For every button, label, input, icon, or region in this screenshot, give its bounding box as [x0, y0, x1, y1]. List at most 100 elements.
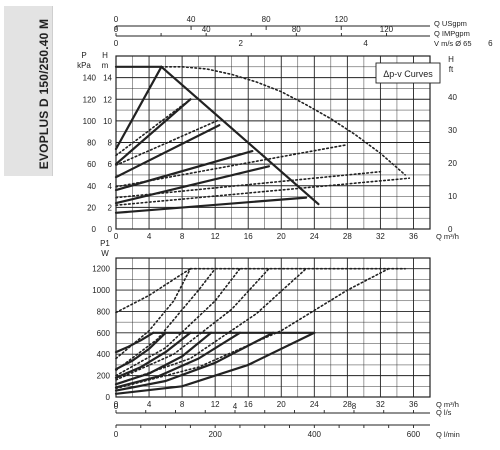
top-tick-label-impgpm: 80 — [292, 25, 301, 34]
legend-label: Δp-v Curves — [383, 69, 433, 79]
x-tick-label: 20 — [277, 400, 286, 409]
top-tick-label-usgpm: 40 — [187, 15, 196, 24]
power-curve-dotted-15 — [115, 267, 390, 390]
power-curve-solid-6 — [114, 331, 316, 395]
curve-solid-5 — [114, 150, 254, 192]
y-tick-label-kpa: 60 — [87, 160, 96, 169]
y-tick-label-ft: 20 — [448, 159, 457, 168]
x-tick-label: 16 — [244, 232, 253, 241]
curve-dotted-13 — [115, 177, 411, 206]
axis-label-lmin: Q l/min — [436, 430, 460, 439]
top-axis-label-usgpm: Q USgpm — [434, 19, 467, 28]
y-axis-prefix-p: P — [81, 51, 86, 60]
y-tick-label-w: 600 — [97, 329, 111, 338]
y-tick-label-w: 800 — [97, 307, 111, 316]
y-tick-label-w: 0 — [106, 393, 111, 402]
top-tick-label-velocity: 0 — [114, 39, 119, 48]
top-axis-label-velocity: V m/s Ø 65 — [434, 39, 472, 48]
curve-solid-7 — [114, 196, 308, 214]
curve-dotted-10 — [115, 119, 221, 166]
plot-frame — [115, 257, 431, 398]
power-curve-dotted-13 — [115, 267, 270, 381]
y-axis-label-ft: ft — [449, 65, 454, 74]
top-tick-label-impgpm: 0 — [114, 25, 119, 34]
head-chart: 0 4 8 12 16 20 24 28 32 36 Q m³/h02040608010012014… — [77, 15, 493, 241]
top-tick-label-impgpm: 120 — [380, 25, 394, 34]
power-curve-solid-2 — [114, 331, 192, 379]
curve-solid-4 — [114, 124, 221, 179]
curve-dotted-11 — [115, 143, 349, 188]
top-tick-label-usgpm: 80 — [262, 15, 271, 24]
x-tick-label: 36 — [409, 232, 418, 241]
model-sidebar: EVOPLUS D 150/250.40 M — [4, 6, 53, 176]
y-tick-label-w: 1000 — [92, 286, 110, 295]
tick-label-lmin: 0 — [114, 430, 119, 439]
y-tick-label-m: 10 — [103, 117, 112, 126]
curve-solid-3 — [114, 98, 192, 166]
y-tick-label-m: 0 — [108, 225, 113, 234]
y-tick-label-w: 400 — [97, 350, 111, 359]
tick-label-lmin: 200 — [208, 430, 222, 439]
curve-solid-6 — [114, 165, 270, 205]
y-tick-label-m: 12 — [103, 95, 112, 104]
axis-label-ls: Q l/s — [436, 408, 452, 417]
y-tick-label-kpa: 80 — [87, 139, 96, 148]
y-tick-label-m: 8 — [108, 139, 113, 148]
top-tick-label-velocity: 4 — [363, 39, 368, 48]
x-tick-label: 8 — [180, 400, 185, 409]
plot-frame — [115, 55, 431, 230]
tick-label-ls: 8 — [352, 402, 357, 411]
y-tick-label-m: 14 — [103, 74, 112, 83]
y-axis-label-m: m — [102, 61, 109, 70]
y-axis-prefix-p1: P1 — [100, 239, 110, 248]
y-axis-prefix-h: H — [102, 51, 108, 60]
x-tick-label: 28 — [343, 232, 352, 241]
power-curve-dotted-10 — [115, 267, 192, 360]
y-tick-label-kpa: 0 — [92, 225, 97, 234]
top-tick-label-impgpm: 40 — [202, 25, 211, 34]
x-tick-label: 16 — [244, 400, 253, 409]
top-tick-label-usgpm: 0 — [114, 15, 119, 24]
y-tick-label-m: 6 — [108, 160, 113, 169]
y-tick-label-ft: 10 — [448, 192, 457, 201]
x-tick-label: 8 — [180, 232, 185, 241]
power-curve-dotted-11 — [115, 267, 216, 372]
curve-dotted-9 — [115, 98, 192, 157]
x-axis-label: Q m³/h — [436, 232, 459, 241]
top-tick-label-velocity: 6 — [488, 39, 493, 48]
curve-solid-1 — [114, 65, 163, 151]
y-tick-label-w: 1200 — [92, 265, 110, 274]
x-tick-label: 24 — [310, 400, 319, 409]
tick-label-ls: 0 — [114, 402, 119, 411]
x-tick-label: 12 — [211, 400, 220, 409]
top-tick-label-velocity: 2 — [239, 39, 244, 48]
curve-dotted-12 — [115, 170, 382, 199]
x-tick-label: 0 — [114, 232, 119, 241]
y-tick-label-kpa: 20 — [87, 203, 96, 212]
x-tick-label: 4 — [147, 232, 152, 241]
x-tick-label: 4 — [147, 400, 152, 409]
y-tick-label-m: 4 — [108, 182, 113, 191]
x-tick-label: 32 — [376, 232, 385, 241]
y-axis-label-kpa: kPa — [77, 61, 91, 70]
y-tick-label-kpa: 100 — [83, 117, 97, 126]
power-chart: 0 200 400 600 800 1000 1200 P1W 0 4 8 12 16 20 24 28 32 3… — [92, 239, 460, 439]
power-curve-dotted-8 — [115, 267, 192, 314]
y-tick-label-ft: 40 — [448, 93, 457, 102]
top-tick-label-usgpm: 120 — [335, 15, 349, 24]
curve-dotted-8 — [160, 66, 406, 176]
power-curve-solid-0 — [114, 331, 155, 354]
y-tick-label-kpa: 40 — [87, 182, 96, 191]
x-tick-label: 28 — [343, 400, 352, 409]
power-curve-dotted-14 — [115, 267, 307, 385]
top-axis-label-impgpm: Q IMPgpm — [434, 29, 470, 38]
y-tick-label-ft: 30 — [448, 126, 457, 135]
y-tick-label-m: 2 — [108, 203, 113, 212]
tick-label-lmin: 400 — [308, 430, 322, 439]
x-tick-label: 0 — [114, 400, 119, 409]
y-axis-prefix-h-right: H — [448, 55, 454, 64]
x-tick-label: 20 — [277, 232, 286, 241]
y-tick-label-kpa: 120 — [83, 95, 97, 104]
power-curve-solid-4 — [114, 331, 241, 389]
